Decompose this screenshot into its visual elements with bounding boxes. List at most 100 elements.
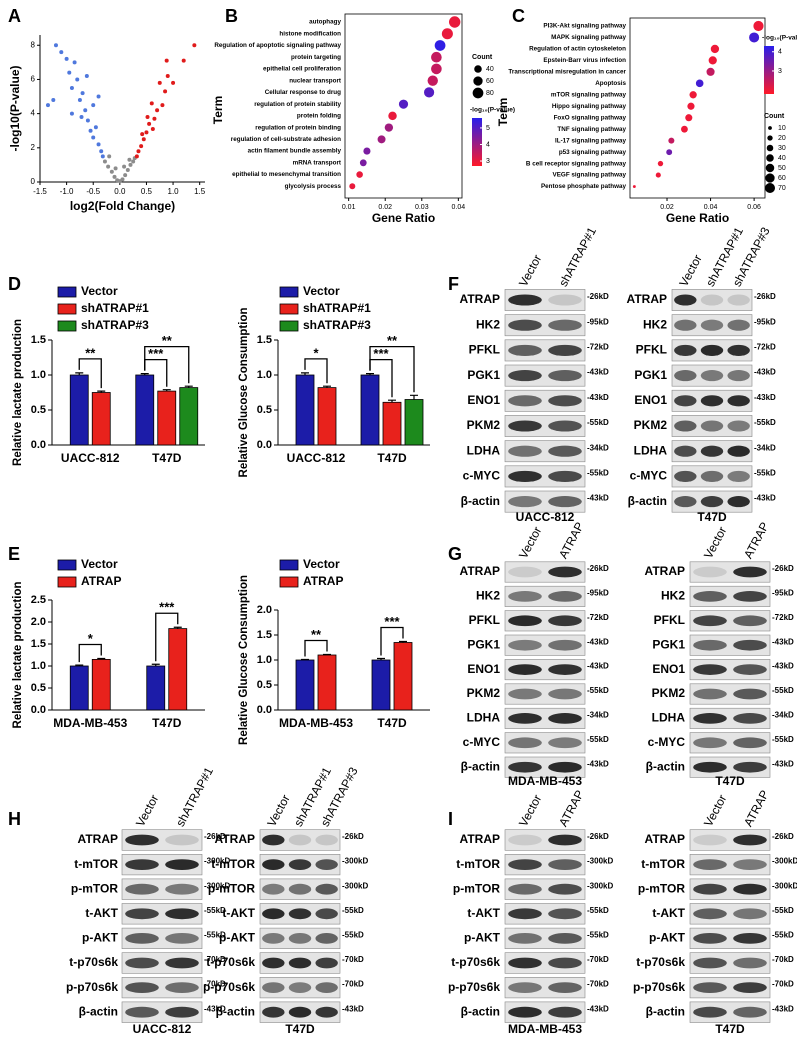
error-bar	[388, 399, 396, 403]
blot-band	[165, 1006, 199, 1018]
cell-line-label: UACC-812	[133, 1022, 192, 1036]
point	[141, 137, 146, 142]
blot-band	[700, 370, 724, 382]
x-axis-label: Gene Ratio	[372, 211, 435, 225]
legend-label: shATRAP#1	[303, 301, 371, 315]
size-legend-dot	[767, 135, 773, 141]
size-legend-label: 40	[486, 66, 494, 73]
blot-band	[727, 470, 750, 482]
point	[100, 154, 105, 159]
y-tick-label: 1.5	[31, 638, 46, 650]
blot-band	[262, 908, 285, 920]
size-legend-label: 40	[778, 155, 786, 162]
term-label: PI3K-Akt signaling pathway	[543, 23, 626, 30]
blot-band	[733, 615, 767, 627]
blot-band	[548, 615, 582, 627]
blot-band	[288, 982, 312, 994]
size-legend-title: Count	[764, 113, 785, 120]
error-bar	[97, 657, 106, 660]
blot-band	[125, 957, 159, 969]
panel-label: I	[448, 809, 453, 829]
size-label: -72kD	[754, 343, 776, 352]
significance-bracket	[144, 345, 190, 384]
legend-label: Vector	[81, 557, 118, 571]
blot-band	[125, 859, 159, 871]
protein-label: HK2	[661, 589, 685, 603]
bar	[146, 665, 166, 711]
blot-band	[693, 664, 727, 675]
legend-swatch	[57, 320, 77, 332]
point	[45, 103, 50, 108]
size-label: -26kD	[587, 832, 609, 841]
lane-label: Vector	[133, 792, 161, 829]
size-label: -95kD	[587, 317, 609, 326]
point	[160, 103, 165, 108]
blot-band	[125, 982, 159, 994]
panel-label: H	[8, 809, 21, 829]
error-bar	[151, 663, 160, 666]
blot-band	[262, 859, 285, 871]
blot-band	[733, 932, 767, 944]
blot-band	[733, 664, 767, 675]
dot	[434, 40, 446, 51]
significance-bracket	[78, 358, 102, 389]
lane-label: ATRAP	[556, 520, 587, 561]
blot-band	[165, 834, 199, 846]
size-label: -55kD	[587, 931, 609, 940]
blot-band	[125, 834, 159, 846]
protein-label: p-mTOR	[638, 881, 685, 895]
point	[192, 43, 197, 48]
dot	[689, 91, 697, 99]
dot	[749, 32, 760, 43]
protein-label: PGK1	[467, 637, 500, 651]
blot-band	[727, 420, 750, 432]
y-tick-label: 2.0	[257, 604, 272, 616]
protein-label: PKM2	[652, 686, 686, 700]
protein-label: β-actin	[216, 1004, 255, 1018]
protein-label: PFKL	[654, 613, 685, 627]
blot-band	[693, 615, 727, 627]
dot	[666, 149, 673, 156]
blot-band	[693, 591, 727, 602]
protein-label: PKM2	[634, 418, 668, 432]
size-label: -43kD	[754, 494, 776, 503]
size-legend-dot	[474, 65, 482, 73]
error-bar	[399, 640, 407, 643]
size-label: -43kD	[342, 1004, 364, 1013]
blot-band	[508, 420, 542, 432]
point	[102, 159, 107, 164]
panel-label: E	[8, 544, 20, 564]
plot-frame	[629, 17, 766, 199]
blot-band	[262, 883, 285, 895]
point	[107, 154, 112, 159]
protein-label: LDHA	[652, 711, 686, 725]
blot-band	[700, 445, 724, 457]
protein-label: LDHA	[467, 711, 501, 725]
size-label: -26kD	[204, 832, 226, 841]
size-label: -300kD	[587, 881, 613, 890]
x-tick-label: 0.0	[114, 187, 126, 196]
point	[96, 94, 101, 99]
point	[88, 128, 93, 133]
y-tick-label: 2.0	[31, 616, 46, 628]
size-label: -26kD	[587, 564, 609, 573]
blot-band	[548, 344, 582, 356]
x-tick-label: T47D	[377, 716, 407, 730]
bar	[404, 399, 424, 446]
protein-label: t-p70s6k	[69, 955, 118, 969]
blot-band	[508, 615, 542, 627]
blot-band	[315, 883, 338, 895]
size-label: -95kD	[754, 317, 776, 326]
dot	[685, 114, 693, 122]
panel-label: B	[225, 6, 238, 26]
blot-band	[693, 1006, 727, 1018]
size-legend-label: 50	[778, 165, 786, 172]
bar	[91, 392, 111, 446]
lane-label: Vector	[516, 792, 544, 829]
y-tick-label: 6	[31, 75, 36, 84]
dot	[384, 123, 394, 132]
legend-label: shATRAP#1	[81, 301, 149, 315]
x-tick-label: UACC-812	[287, 451, 346, 465]
dot	[687, 102, 695, 110]
point	[91, 135, 96, 140]
